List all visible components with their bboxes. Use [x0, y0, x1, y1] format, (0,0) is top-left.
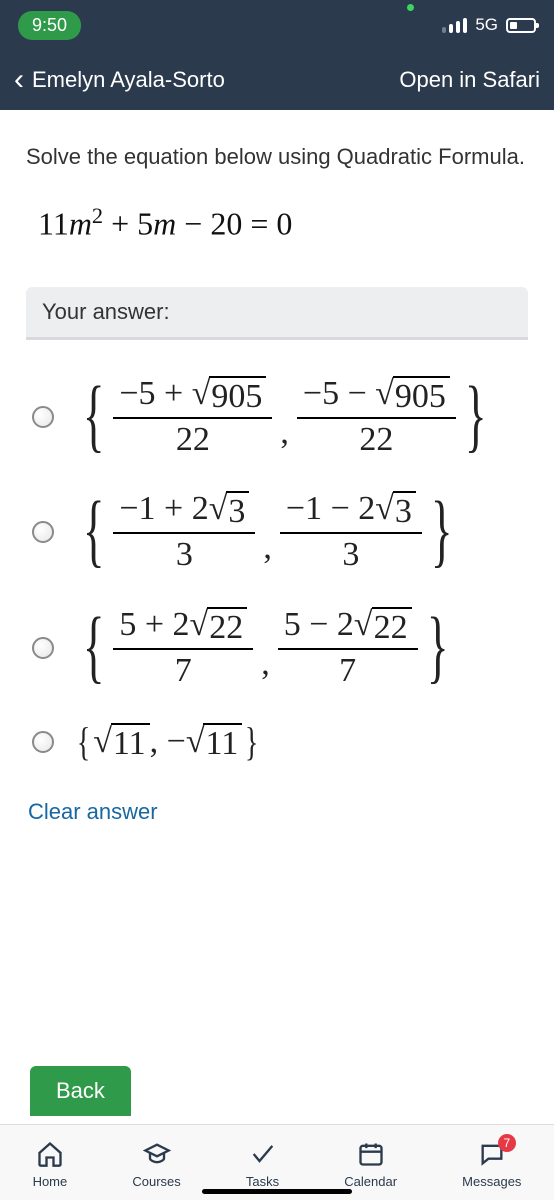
tab-label: Messages	[462, 1174, 521, 1189]
tab-courses[interactable]: Courses	[132, 1140, 180, 1189]
messages-badge: 7	[498, 1134, 516, 1152]
answer-option-1[interactable]: { −5 + √90522 , −5 − √90522 }	[32, 376, 528, 458]
nav-bar: ‹ Emelyn Ayala-Sorto Open in Safari	[0, 50, 554, 110]
tab-label: Tasks	[246, 1174, 279, 1189]
answer-option-4[interactable]: { √11, −√11 }	[32, 723, 528, 761]
option-math: { 5 + 2√227 , 5 − 2√227 }	[74, 607, 457, 689]
clear-answer-link[interactable]: Clear answer	[28, 799, 528, 825]
radio-icon	[32, 521, 54, 543]
question-equation: 11m2 + 5m − 20 = 0	[38, 203, 528, 243]
status-time: 9:50	[18, 11, 81, 40]
radio-icon	[32, 637, 54, 659]
open-in-safari-button[interactable]: Open in Safari	[399, 67, 540, 93]
tab-calendar[interactable]: Calendar	[344, 1140, 397, 1189]
tab-label: Home	[33, 1174, 68, 1189]
content-area: Solve the equation below using Quadratic…	[0, 110, 554, 825]
battery-icon	[506, 18, 536, 33]
graduation-cap-icon	[143, 1140, 171, 1168]
camera-indicator-dot	[407, 4, 414, 11]
home-icon	[36, 1140, 64, 1168]
home-indicator[interactable]	[202, 1189, 352, 1194]
status-bar: 9:50 5G	[0, 0, 554, 50]
back-button[interactable]: Back	[30, 1066, 131, 1116]
your-answer-label: Your answer:	[26, 287, 528, 340]
tab-label: Courses	[132, 1174, 180, 1189]
nav-back[interactable]: ‹ Emelyn Ayala-Sorto	[14, 65, 225, 95]
radio-icon	[32, 731, 54, 753]
radio-icon	[32, 406, 54, 428]
answer-option-2[interactable]: { −1 + 2√33 , −1 − 2√33 }	[32, 491, 528, 573]
tab-messages[interactable]: 7 Messages	[462, 1140, 521, 1189]
chevron-left-icon: ‹	[14, 65, 24, 95]
check-icon	[249, 1140, 277, 1168]
tab-bar: Home Courses Tasks Calendar 7 Messages	[0, 1124, 554, 1200]
nav-title: Emelyn Ayala-Sorto	[32, 67, 225, 93]
option-math: { −1 + 2√33 , −1 − 2√33 }	[74, 491, 461, 573]
network-label: 5G	[475, 15, 498, 35]
option-math: { √11, −√11 }	[74, 723, 261, 761]
question-prompt: Solve the equation below using Quadratic…	[26, 140, 528, 173]
tab-home[interactable]: Home	[33, 1140, 68, 1189]
tab-tasks[interactable]: Tasks	[246, 1140, 279, 1189]
signal-icon	[442, 18, 467, 33]
option-math: { −5 + √90522 , −5 − √90522 }	[74, 376, 495, 458]
answer-options: { −5 + √90522 , −5 − √90522 } { −1 + 2√3…	[26, 376, 528, 761]
tab-label: Calendar	[344, 1174, 397, 1189]
answer-option-3[interactable]: { 5 + 2√227 , 5 − 2√227 }	[32, 607, 528, 689]
status-right: 5G	[442, 15, 536, 35]
calendar-icon	[357, 1140, 385, 1168]
